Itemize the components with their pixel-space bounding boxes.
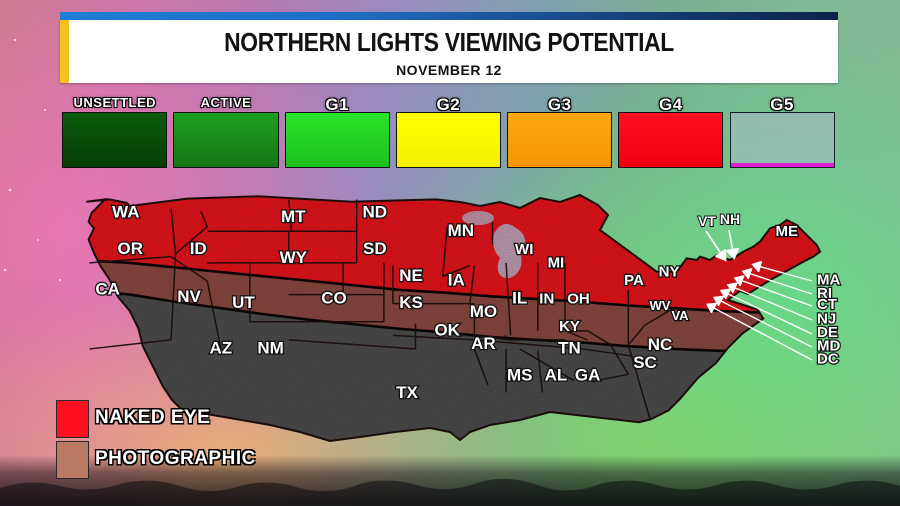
svg-text:MS: MS	[507, 366, 533, 385]
svg-text:UT: UT	[232, 293, 255, 312]
svg-text:MO: MO	[470, 302, 497, 321]
svg-text:AR: AR	[471, 334, 496, 353]
svg-text:IA: IA	[448, 271, 465, 290]
svg-text:IN: IN	[539, 291, 554, 308]
svg-text:OK: OK	[434, 320, 460, 339]
svg-text:NC: NC	[648, 335, 673, 354]
svg-text:GA: GA	[575, 366, 601, 385]
svg-text:WI: WI	[515, 241, 533, 258]
svg-text:NM: NM	[257, 339, 283, 358]
svg-text:WA: WA	[112, 203, 139, 222]
svg-text:DC: DC	[817, 350, 839, 367]
svg-text:MT: MT	[281, 207, 306, 226]
svg-text:AZ: AZ	[209, 339, 232, 358]
svg-text:NH: NH	[720, 211, 740, 227]
svg-text:MI: MI	[548, 254, 565, 271]
svg-text:WY: WY	[280, 248, 308, 267]
svg-text:ID: ID	[190, 239, 207, 258]
svg-text:TN: TN	[558, 339, 581, 358]
svg-text:MN: MN	[448, 221, 474, 240]
svg-text:SC: SC	[633, 353, 657, 372]
svg-text:WV: WV	[650, 298, 671, 313]
svg-text:SD: SD	[363, 239, 387, 258]
svg-text:NY: NY	[659, 264, 680, 281]
svg-text:CA: CA	[95, 280, 120, 299]
svg-text:CO: CO	[321, 289, 347, 308]
svg-text:PA: PA	[624, 272, 644, 289]
svg-text:ME: ME	[776, 223, 799, 240]
svg-text:NE: NE	[399, 266, 423, 285]
svg-text:KS: KS	[399, 293, 423, 312]
svg-text:OR: OR	[118, 239, 144, 258]
svg-text:NV: NV	[177, 287, 201, 306]
svg-text:KY: KY	[559, 318, 580, 335]
svg-text:AL: AL	[545, 366, 568, 385]
svg-text:VT: VT	[698, 213, 716, 229]
svg-text:OH: OH	[567, 291, 590, 308]
svg-text:VA: VA	[671, 308, 689, 323]
svg-text:TX: TX	[396, 383, 418, 402]
svg-text:ND: ND	[363, 203, 388, 222]
svg-text:IL: IL	[512, 289, 527, 308]
